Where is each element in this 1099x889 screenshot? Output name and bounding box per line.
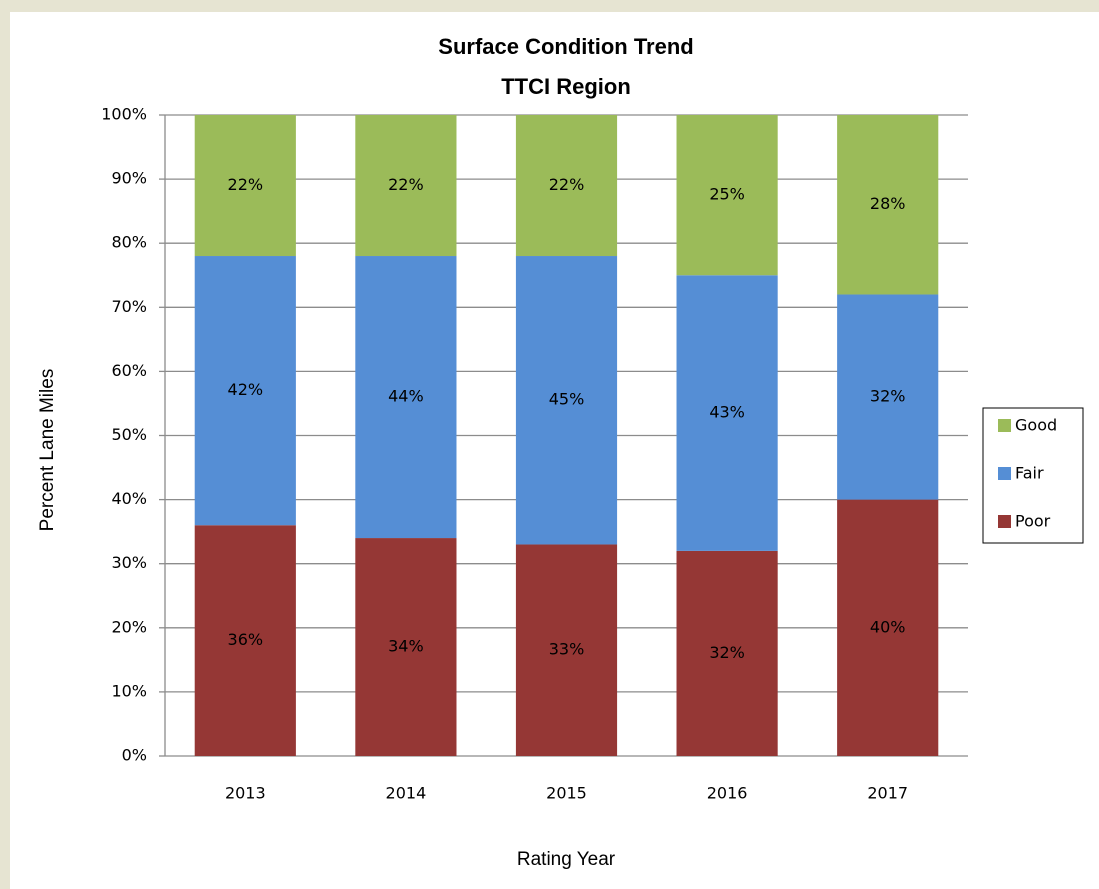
legend-label: Fair [1015, 464, 1044, 483]
chart-title: Surface Condition Trend [438, 34, 693, 59]
data-label: 42% [228, 380, 264, 399]
y-tick-label: 80% [111, 233, 147, 252]
bar-segment [355, 538, 457, 756]
legend-label: Poor [1015, 512, 1051, 531]
data-label: 32% [870, 387, 906, 406]
bar-segment [355, 115, 457, 257]
data-label: 25% [709, 185, 745, 204]
bar-segment [194, 525, 296, 756]
data-label: 22% [549, 175, 585, 194]
data-label: 22% [388, 175, 424, 194]
bar-segment [515, 544, 618, 756]
bar-segment [676, 275, 778, 551]
data-label: 32% [709, 643, 745, 662]
data-label: 43% [709, 403, 745, 422]
x-tick-label: 2013 [225, 784, 266, 803]
y-tick-label: 60% [111, 361, 147, 380]
data-label: 33% [549, 640, 585, 659]
data-label: 44% [388, 387, 424, 406]
y-tick-label: 90% [111, 169, 147, 188]
y-tick-label: 100% [101, 105, 147, 124]
y-tick-label: 30% [111, 553, 147, 572]
x-tick-label: 2014 [386, 784, 427, 803]
chart-subtitle: TTCI Region [501, 74, 631, 99]
data-label: 34% [388, 637, 424, 656]
bar-segment [837, 499, 939, 756]
x-tick-label: 2017 [867, 784, 908, 803]
bar-segment [837, 294, 939, 500]
bar-segment [515, 115, 618, 257]
y-tick-label: 0% [122, 746, 147, 765]
bar-segment [194, 115, 296, 257]
y-tick-label: 50% [111, 425, 147, 444]
x-axis-title: Rating Year [517, 849, 616, 870]
x-tick-label: 2015 [546, 784, 587, 803]
bar-segment [837, 115, 939, 295]
data-label: 45% [549, 390, 585, 409]
data-label: 28% [870, 194, 906, 213]
y-tick-label: 40% [111, 489, 147, 508]
bar-segment [676, 115, 778, 276]
y-axis-title: Percent Lane Miles [37, 369, 58, 532]
legend-swatch [998, 515, 1011, 528]
bar-segment [355, 256, 457, 539]
data-label: 36% [228, 630, 264, 649]
data-label: 22% [228, 175, 264, 194]
legend-swatch [998, 467, 1011, 480]
bar-segment [194, 256, 296, 526]
legend-swatch [998, 419, 1011, 432]
data-label: 40% [870, 617, 906, 636]
y-tick-label: 70% [111, 297, 147, 316]
legend-label: Good [1015, 416, 1057, 435]
y-tick-label: 10% [111, 681, 147, 700]
bar-segment [676, 550, 778, 756]
y-tick-label: 20% [111, 617, 147, 636]
x-tick-label: 2016 [707, 784, 748, 803]
bar-segment [515, 256, 618, 545]
